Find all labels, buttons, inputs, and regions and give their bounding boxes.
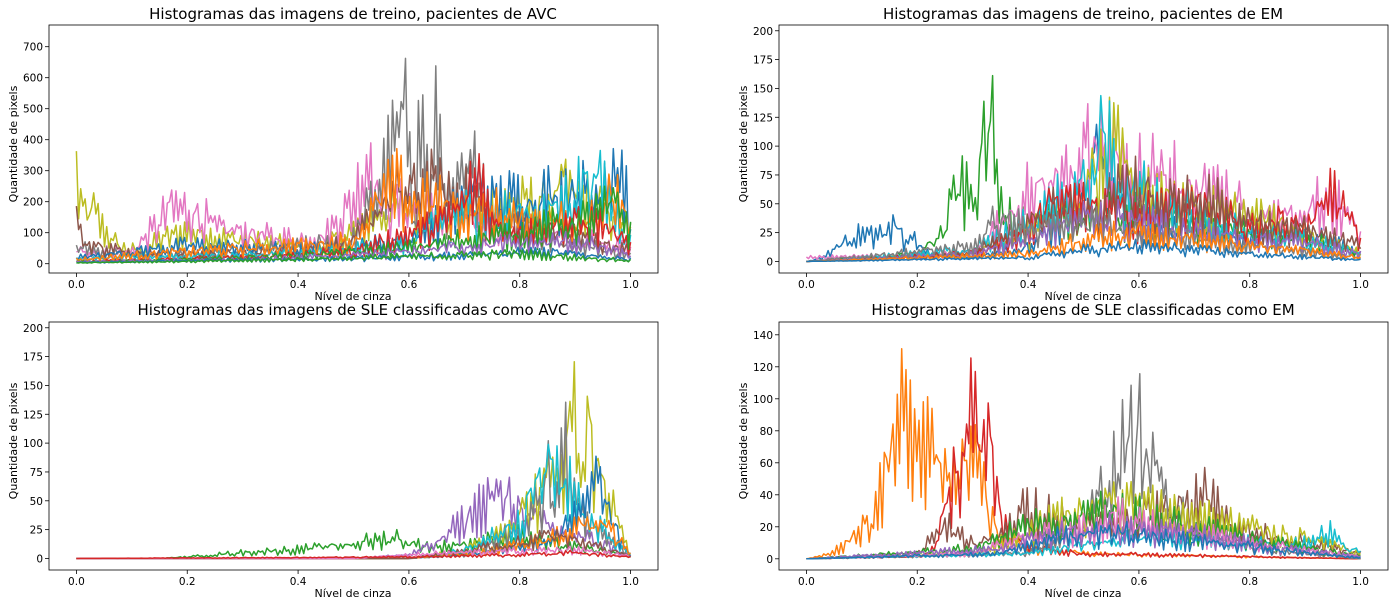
x-tick-label: 0.0 [68,576,85,588]
x-tick-label: 0.4 [1020,279,1037,291]
axes-frame [778,24,1389,274]
series-group [806,348,1362,560]
y-tick-label: 0 [36,553,43,565]
series-group [75,57,632,264]
series-group [76,360,632,560]
x-tick-label: 0.4 [290,576,307,588]
y-axis-label: Quantidade de pixels [737,85,750,202]
y-tick-label: 200 [23,197,43,209]
x-tick-label: 0.0 [798,576,815,588]
x-tick-label: 0.2 [179,576,196,588]
x-axis-label: Nível de cinza [315,587,392,600]
series-line [76,230,632,264]
chart-title: Histogramas das imagens de treino, pacie… [883,5,1283,23]
series-line [75,151,632,258]
y-tick-label: 125 [753,112,773,124]
series-line [806,220,1362,263]
subplot-sle-classified-em: Histogramas das imagens de SLE classific… [737,301,1389,600]
x-tick-label: 0.8 [511,279,528,291]
x-tick-label: 0.8 [511,576,528,588]
series-line [806,520,1361,560]
x-axis-label: Nível de cinza [315,290,392,303]
x-axis-label: Nível de cinza [1045,587,1122,600]
y-tick-label: 175 [753,55,773,67]
series-line [806,238,1361,263]
x-tick-label: 0.6 [401,576,418,588]
x-tick-label: 0.0 [798,279,815,291]
x-tick-label: 0.2 [909,279,926,291]
y-axis-label: Quantidade de pixels [7,382,20,499]
y-tick-label: 75 [30,467,43,479]
x-tick-label: 0.6 [1131,279,1148,291]
chart-title: Histogramas das imagens de SLE classific… [138,301,569,319]
y-tick-label: 50 [760,199,773,211]
y-tick-label: 100 [23,228,43,240]
axes-frame [778,321,1389,571]
y-tick-label: 600 [23,73,43,85]
y-tick-label: 500 [23,104,43,116]
x-tick-label: 1.0 [622,576,639,588]
x-tick-label: 1.0 [1352,576,1369,588]
y-tick-label: 100 [753,141,773,153]
y-tick-label: 100 [23,438,43,450]
x-tick-label: 0.4 [290,279,307,291]
x-axis-label: Nível de cinza [1045,290,1122,303]
y-tick-label: 0 [766,256,773,268]
x-tick-label: 0.2 [179,279,196,291]
y-tick-label: 125 [23,409,43,421]
y-tick-label: 40 [760,490,773,502]
y-tick-label: 200 [23,323,43,335]
x-tick-label: 0.6 [1131,576,1148,588]
x-tick-label: 0.8 [1241,279,1258,291]
y-tick-label: 150 [753,83,773,95]
y-tick-label: 150 [23,380,43,392]
series-group [805,74,1362,263]
y-tick-label: 25 [30,525,43,537]
y-tick-label: 300 [23,166,43,178]
x-tick-label: 0.4 [1020,576,1037,588]
y-tick-label: 175 [23,352,43,364]
x-tick-label: 0.8 [1241,576,1258,588]
y-tick-label: 120 [753,362,773,374]
subplot-avc-training: Histogramas das imagens de treino, pacie… [7,5,659,303]
subplot-em-training: Histogramas das imagens de treino, pacie… [737,5,1389,303]
axes-frame [48,321,659,571]
y-tick-label: 140 [753,330,773,342]
y-tick-label: 700 [23,42,43,54]
y-tick-label: 0 [766,554,773,566]
y-tick-label: 80 [760,426,773,438]
axes-frame [48,24,659,274]
series-line [76,248,632,264]
x-tick-label: 0.6 [401,279,418,291]
series-line [76,549,631,560]
y-tick-label: 25 [760,228,773,240]
x-tick-label: 1.0 [1352,279,1369,291]
y-tick-label: 400 [23,135,43,147]
x-tick-label: 1.0 [622,279,639,291]
chart-title: Histogramas das imagens de treino, pacie… [149,5,557,23]
chart-title: Histogramas das imagens de SLE classific… [871,301,1294,319]
y-tick-label: 200 [753,26,773,38]
y-axis-label: Quantidade de pixels [737,382,750,499]
y-axis-label: Quantidade de pixels [7,85,20,202]
y-tick-label: 100 [753,394,773,406]
y-tick-label: 20 [760,522,773,534]
y-tick-label: 75 [760,170,773,182]
x-tick-label: 0.0 [68,279,85,291]
subplot-sle-classified-avc: Histogramas das imagens de SLE classific… [7,301,659,600]
y-tick-label: 60 [760,458,773,470]
x-tick-label: 0.2 [909,576,926,588]
y-tick-label: 0 [36,259,43,271]
y-tick-label: 50 [30,496,43,508]
